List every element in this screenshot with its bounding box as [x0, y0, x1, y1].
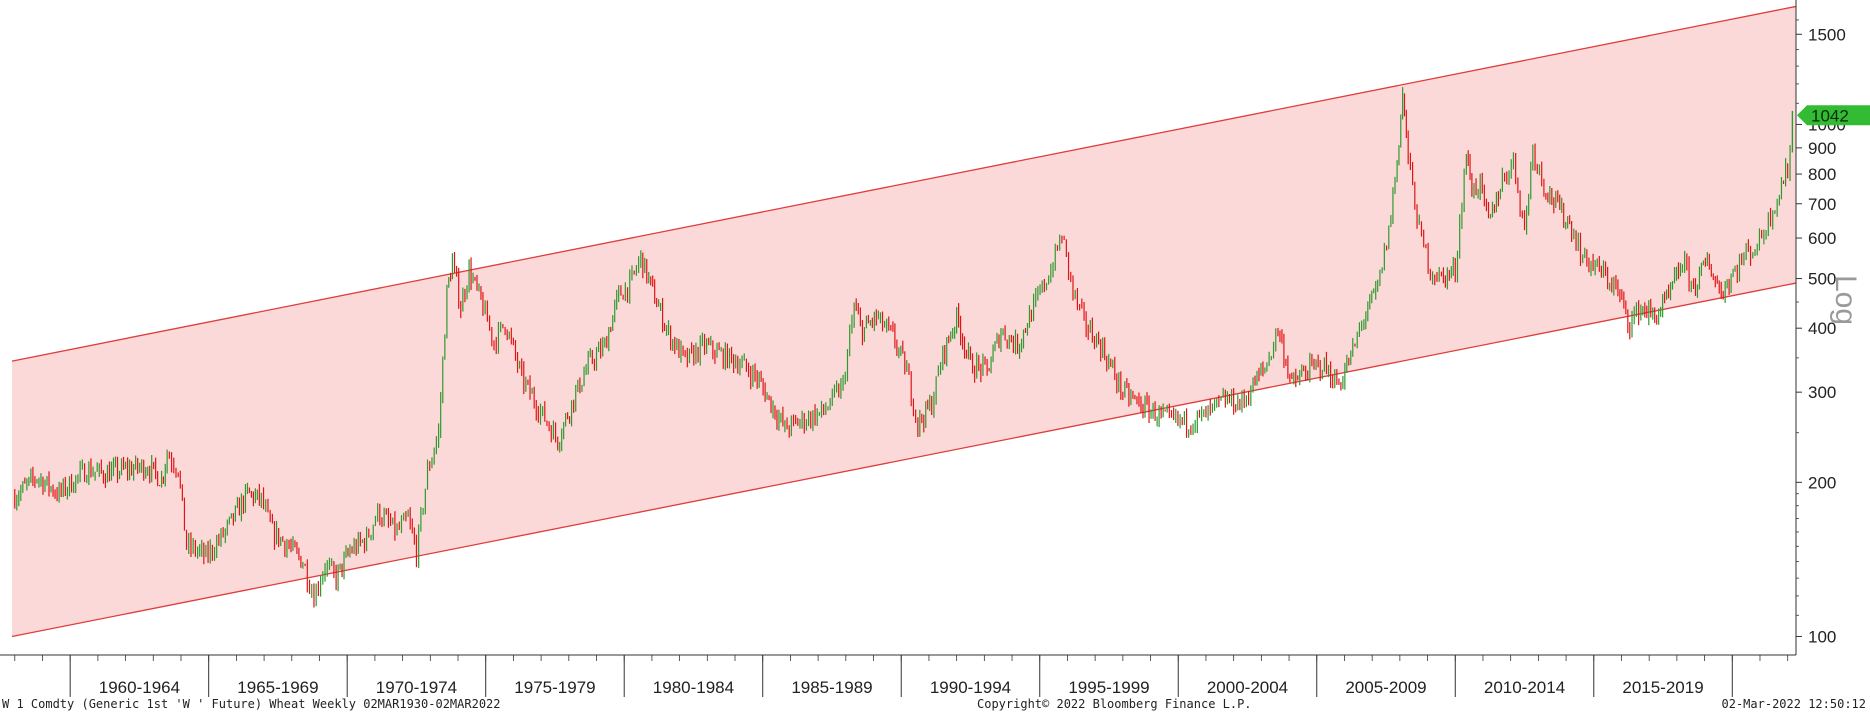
x-period-label: 2005-2009	[1345, 678, 1426, 697]
y-tick-label: 300	[1808, 383, 1836, 402]
last-value-badge	[1797, 105, 1870, 126]
channel-fill	[12, 6, 1796, 637]
x-period-label: 1995-1999	[1068, 678, 1149, 697]
x-period-label: 2015-2019	[1622, 678, 1703, 697]
y-tick-label: 400	[1808, 319, 1836, 338]
y-tick-label: 800	[1808, 165, 1836, 184]
x-period-label: 1965-1969	[237, 678, 318, 697]
y-tick-label: 600	[1808, 229, 1836, 248]
y-tick-label: 900	[1808, 139, 1836, 158]
x-period-label: 1990-1994	[930, 678, 1011, 697]
x-period-label: 1975-1979	[514, 678, 595, 697]
log-scale-label: Log	[1829, 275, 1862, 325]
price-series	[14, 87, 1794, 608]
x-period-label: 2000-2004	[1207, 678, 1288, 697]
last-value-marker: 1042	[1797, 105, 1870, 126]
y-tick-label: 500	[1808, 270, 1836, 289]
x-period-label: 1970-1974	[376, 678, 457, 697]
y-tick-label: 200	[1808, 473, 1836, 492]
x-period-label: 1985-1989	[791, 678, 872, 697]
footer-timestamp: 02-Mar-2022 12:50:12	[1721, 697, 1867, 711]
channel-lower-line	[11, 282, 1797, 638]
x-period-label: 1960-1964	[99, 678, 180, 697]
footer-security-description: W 1 Comdty (Generic 1st 'W ' Future) Whe…	[2, 697, 501, 711]
y-tick-label: 1500	[1808, 25, 1846, 44]
last-value-label: 1042	[1811, 106, 1849, 125]
y-tick-label: 100	[1808, 627, 1836, 646]
x-period-label: 2010-2014	[1484, 678, 1565, 697]
x-period-label: 1980-1984	[653, 678, 734, 697]
y-tick-label: 700	[1808, 195, 1836, 214]
channel-upper-line	[11, 5, 1797, 362]
channel-band	[11, 5, 1797, 638]
footer-copyright: Copyright© 2022 Bloomberg Finance L.P.	[977, 697, 1252, 711]
